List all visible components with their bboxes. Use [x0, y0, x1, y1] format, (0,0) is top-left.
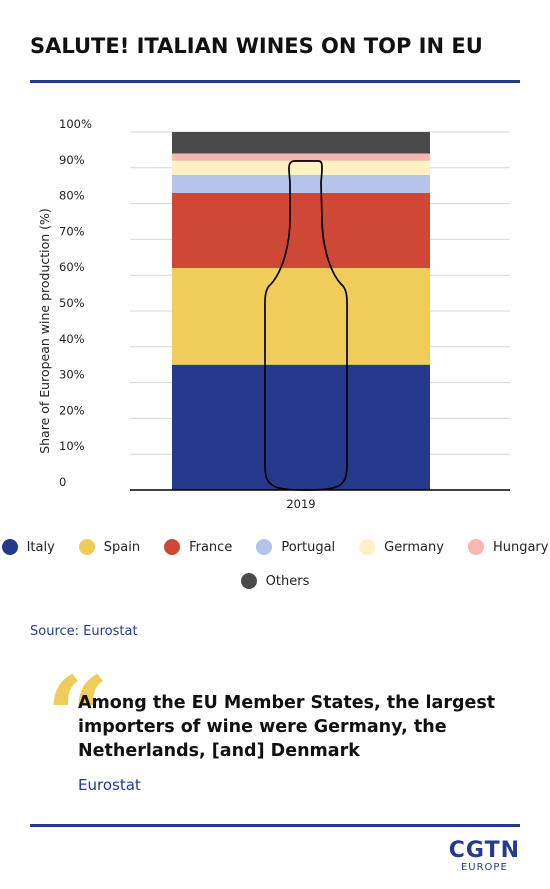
bar-segment-others — [172, 132, 430, 154]
legend-swatch — [467, 539, 484, 555]
stacked-bar-chart: Share of European wine production (%) 0 1… — [37, 117, 510, 511]
legend-swatch — [1, 539, 18, 555]
y-tick-label: 60% — [59, 260, 85, 274]
quote-mark-icon: “ — [46, 652, 110, 781]
legend-row-2: Others — [0, 573, 550, 589]
bar-segments — [172, 132, 430, 490]
bottom-divider — [30, 824, 520, 827]
x-tick-label: 2019 — [286, 497, 315, 511]
y-tick-labels: 0 10% 20% 30% 40% 50% 60% 70% 80% 90% 100% — [59, 117, 92, 489]
y-tick-label: 100% — [59, 117, 92, 131]
quote-text: Among the EU Member States, the largest … — [78, 693, 496, 761]
legend-item-hungary: Hungary — [467, 539, 549, 555]
legend-label: Germany — [384, 539, 444, 555]
bar-segment-france — [172, 192, 430, 269]
legend-item-others: Others — [240, 573, 310, 589]
legend-label: Italy — [26, 539, 55, 555]
y-tick-label: 90% — [59, 153, 85, 167]
legend-item-france: France — [164, 539, 232, 555]
logo-main-text: CGTN — [448, 838, 520, 863]
legend-label: Spain — [103, 539, 141, 555]
bar-segment-italy — [172, 364, 430, 490]
logo-sub-text: EUROPE — [460, 862, 508, 873]
cgtn-logo: CGTN EUROPE — [449, 840, 520, 874]
bar-segment-germany — [172, 160, 430, 175]
y-axis-label: Share of European wine production (%) — [37, 208, 52, 454]
legend-swatch — [359, 539, 376, 555]
legend-item-spain: Spain — [78, 539, 141, 555]
bar-segment-spain — [172, 268, 430, 365]
legend-item-portugal: Portugal — [256, 539, 335, 555]
y-tick-label: 0 — [59, 475, 66, 489]
legend-label: Hungary — [492, 539, 549, 555]
source-note: Source: Eurostat — [30, 624, 138, 639]
y-tick-label: 30% — [59, 368, 85, 382]
y-tick-label: 50% — [59, 296, 85, 310]
legend-label: France — [189, 539, 233, 555]
legend-row-1: Italy Spain France Portugal Germany Hungary — [0, 539, 550, 555]
legend-swatch — [256, 539, 273, 555]
y-tick-label: 40% — [59, 332, 85, 346]
legend-label: Others — [265, 573, 310, 589]
wine-bottle-outline-icon — [264, 160, 348, 491]
legend-label: Portugal — [281, 539, 336, 555]
legend-swatch — [78, 539, 95, 555]
y-tick-label: 10% — [59, 439, 85, 453]
bar-segment-hungary — [172, 153, 430, 161]
quote-attribution: Eurostat — [78, 776, 141, 794]
top-divider — [30, 80, 520, 83]
y-tick-label: 70% — [59, 224, 85, 238]
bar-segment-portugal — [172, 174, 430, 193]
legend-swatch — [164, 539, 181, 555]
legend-item-italy: Italy — [1, 539, 55, 555]
legend-swatch — [240, 573, 257, 589]
page-title: SALUTE! ITALIAN WINES ON TOP IN EU — [30, 34, 483, 58]
legend-item-germany: Germany — [359, 539, 444, 555]
y-tick-label: 80% — [59, 189, 85, 203]
y-tick-label: 20% — [59, 403, 85, 417]
